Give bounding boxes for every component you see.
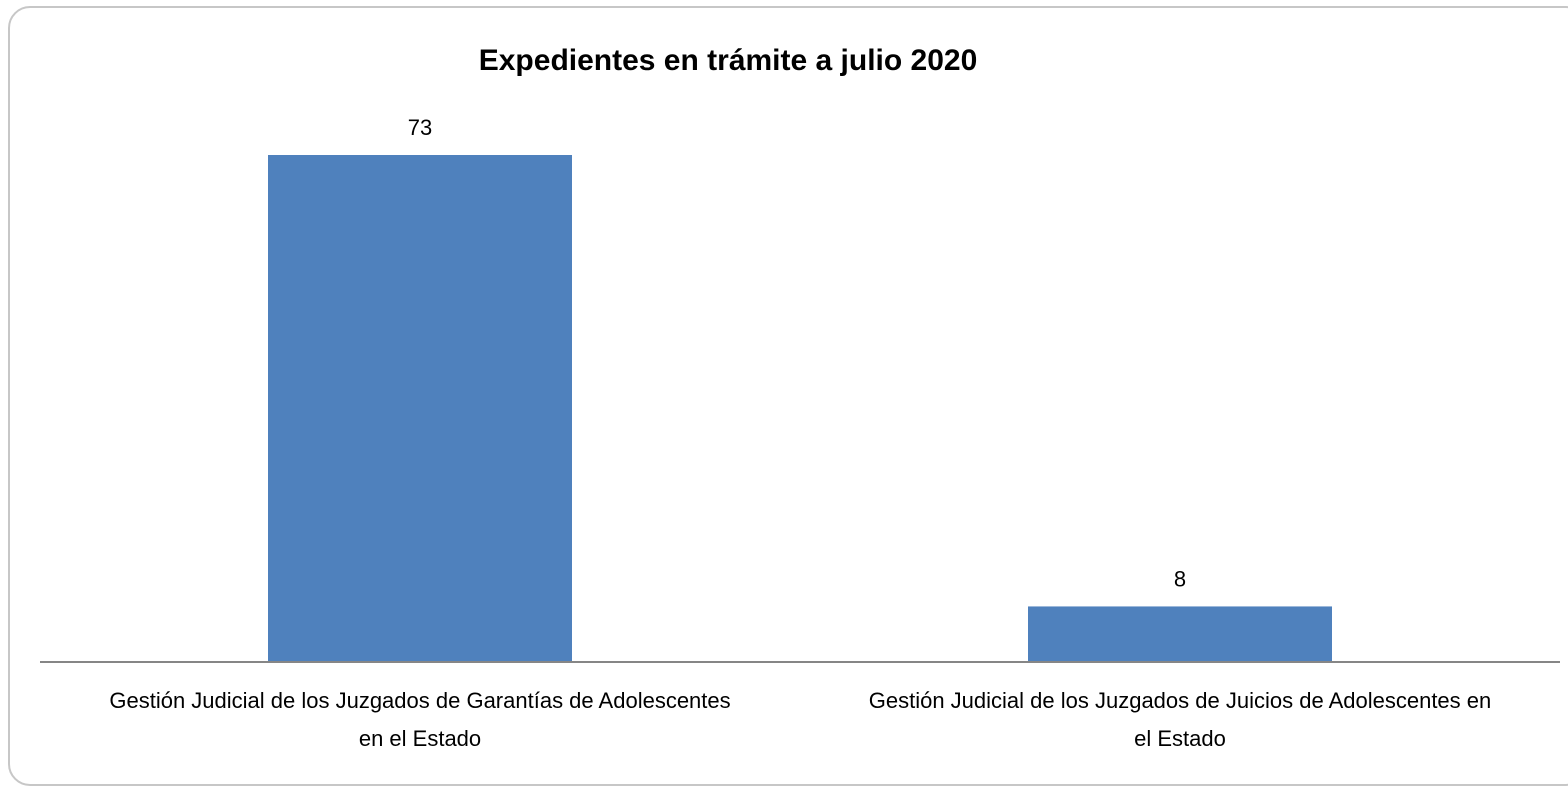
category-label-2: Gestión Judicial de los Juzgados de Juic… [869,688,1492,751]
data-labels-layer: 73 8 [408,115,1186,591]
data-label-2: 8 [1174,566,1186,591]
category-label-1: Gestión Judicial de los Juzgados de Gara… [109,688,730,751]
bar-2 [1028,606,1332,662]
category-label-1-line-1: Gestión Judicial de los Juzgados de Gara… [109,688,730,713]
bar-chart: Expedientes en trámite a julio 2020 738 … [40,44,1560,751]
data-label-1: 73 [408,115,432,140]
category-label-2-line-1: Gestión Judicial de los Juzgados de Juic… [869,688,1492,713]
category-labels-layer: Gestión Judicial de los Juzgados de Gara… [109,688,1491,751]
category-label-1-line-2: en el Estado [359,726,481,751]
bar-1 [268,155,572,662]
bars-layer [268,155,1332,662]
category-label-2-line-2: el Estado [1134,726,1226,751]
chart-title: Expedientes en trámite a julio 2020 [479,44,978,77]
